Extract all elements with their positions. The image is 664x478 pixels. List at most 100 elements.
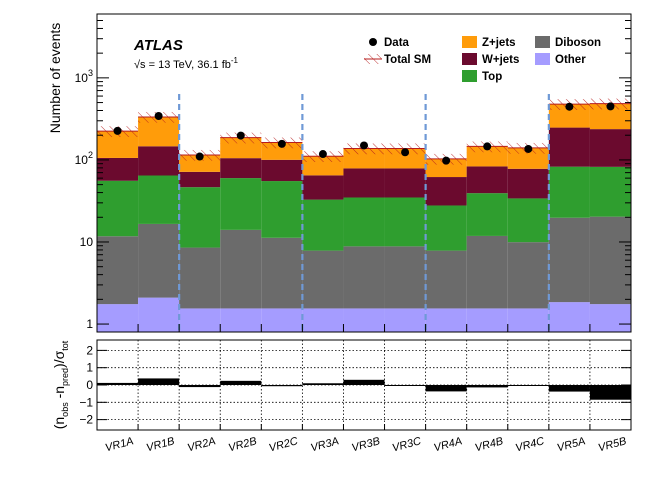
bar-top-vr1a [97, 180, 139, 237]
bar-w-jets-vr2c [261, 159, 303, 182]
legend-label-total-sm: Total SM [384, 54, 431, 66]
ratio-y-axis-ticks: 2 1 0 −1 −2 [79, 343, 632, 430]
ratio-bar-vr2a [179, 385, 221, 388]
legend-label-top: Top [482, 71, 502, 83]
x-label-vr5b: VR5B [597, 435, 628, 454]
bar-diboson-vr2a [179, 247, 221, 309]
ratio-bars [97, 378, 631, 400]
bar-diboson-vr4a [425, 250, 467, 309]
legend-marker-data [369, 38, 377, 46]
bar-diboson-vr2c [261, 237, 303, 309]
ratio-tick-label: 2 [86, 343, 93, 357]
ratio-panel: 210−1−2 (nobs -npred)/σtot VR1A VR1B VR2A V… [51, 339, 632, 454]
bar-other-vr3a [302, 308, 344, 332]
bar-z-jets-vr5a [548, 104, 590, 128]
legend-swatch-w-jets [462, 53, 477, 65]
bar-top-vr3a [302, 199, 344, 251]
bar-w-jets-vr3c [384, 168, 426, 198]
data-point-vr5b [606, 102, 615, 111]
x-label-vr3c: VR3C [391, 435, 423, 454]
ratio-tick-label: −1 [79, 395, 93, 409]
bar-other-vr2c [261, 308, 303, 332]
legend-label-z-jets: Z+jets [482, 37, 516, 49]
bar-other-vr3c [384, 308, 426, 332]
y-tick-label: 102 [75, 150, 93, 167]
data-point-vr2a [195, 152, 204, 161]
ratio-bar-vr4a [425, 385, 467, 392]
data-point-vr2b [236, 131, 245, 140]
bar-top-vr4a [425, 205, 467, 251]
ratio-bar-vr2c [261, 385, 303, 387]
bar-top-vr2b [220, 178, 262, 230]
x-label-vr4b: VR4B [474, 435, 505, 454]
y-axis-title: Number of events [47, 23, 63, 134]
bar-diboson-vr3c [384, 246, 426, 309]
bar-top-vr2c [261, 181, 303, 238]
bar-other-vr4c [507, 308, 549, 332]
bar-top-vr3c [384, 197, 426, 247]
bar-top-vr4b [466, 193, 508, 236]
x-label-vr4c: VR4C [514, 435, 546, 454]
legend-label-other: Other [555, 54, 586, 66]
data-point-vr1a [113, 126, 122, 135]
bar-top-vr5a [548, 166, 590, 218]
data-point-vr1b [154, 111, 163, 120]
x-axis-category-labels: VR1A VR1B VR2A VR2B VR2C VR3A VR3B VR3C VR4A VR4B… [104, 435, 628, 454]
bar-w-jets-vr4c [507, 168, 549, 199]
bar-diboson-vr5a [548, 217, 590, 303]
x-label-vr2a: VR2A [186, 435, 217, 454]
energy-lumi-label: √s = 13 TeV, 36.1 fb-1 [134, 56, 239, 71]
ratio-bar-vr2b [220, 380, 262, 385]
legend-swatch-top [462, 70, 477, 82]
bar-other-vr1b [138, 297, 180, 332]
x-label-vr3b: VR3B [350, 435, 381, 454]
bar-w-jets-vr3a [302, 175, 344, 200]
y-axis-ticks: 1 10 102 103 [75, 13, 632, 332]
x-label-vr1b: VR1B [145, 435, 176, 454]
bar-other-vr3b [343, 308, 385, 332]
ratio-tick-label: 1 [86, 361, 93, 375]
x-label-vr1a: VR1A [104, 435, 135, 454]
y-tick-label: 103 [75, 68, 93, 85]
data-point-vr3a [318, 150, 327, 159]
data-point-vr5a [565, 102, 574, 111]
x-label-vr5a: VR5A [556, 435, 587, 454]
x-label-vr2b: VR2B [227, 435, 258, 454]
bar-w-jets-vr5b [589, 129, 631, 167]
y-tick-label: 10 [80, 235, 94, 249]
bar-top-vr3b [343, 197, 385, 247]
bar-top-vr4c [507, 198, 549, 243]
bar-w-jets-vr1a [97, 157, 139, 181]
bar-diboson-vr5b [589, 216, 631, 305]
bar-w-jets-vr2a [179, 171, 221, 188]
ratio-tick-label: 0 [86, 378, 93, 392]
legend-label-diboson: Diboson [555, 37, 601, 49]
main-panel: 1 10 102 103 Number of events ATLAS √s = 13… [47, 13, 632, 333]
bar-other-vr5a [548, 302, 590, 332]
bar-diboson-vr4c [507, 242, 549, 309]
bar-other-vr4a [425, 308, 467, 332]
data-point-vr4b [483, 142, 492, 151]
ratio-bar-vr5a [548, 385, 590, 392]
legend-swatch-z-jets [462, 36, 477, 48]
bar-top-vr5b [589, 166, 631, 217]
bar-w-jets-vr2b [220, 158, 262, 179]
legend: Data Total SM Z+jets W+jets Top Diboson Other [364, 36, 601, 83]
legend-swatch-diboson [535, 36, 550, 48]
legend-label-w-jets: W+jets [482, 54, 519, 66]
y-tick-label: 1 [86, 317, 93, 331]
data-point-vr3c [401, 148, 410, 157]
ratio-bar-vr3c [384, 385, 426, 386]
data-point-vr3b [360, 141, 368, 150]
bar-other-vr2b [220, 308, 262, 332]
bar-diboson-vr2b [220, 229, 262, 309]
ratio-bar-vr4c [507, 385, 549, 386]
bar-other-vr4b [466, 308, 508, 332]
bar-diboson-vr1b [138, 223, 180, 298]
bar-diboson-vr3a [302, 250, 344, 309]
bar-other-vr1a [97, 304, 139, 332]
ratio-bar-vr1a [97, 382, 139, 385]
atlas-label: ATLAS [133, 37, 183, 54]
ratio-bar-vr4b [466, 385, 508, 388]
